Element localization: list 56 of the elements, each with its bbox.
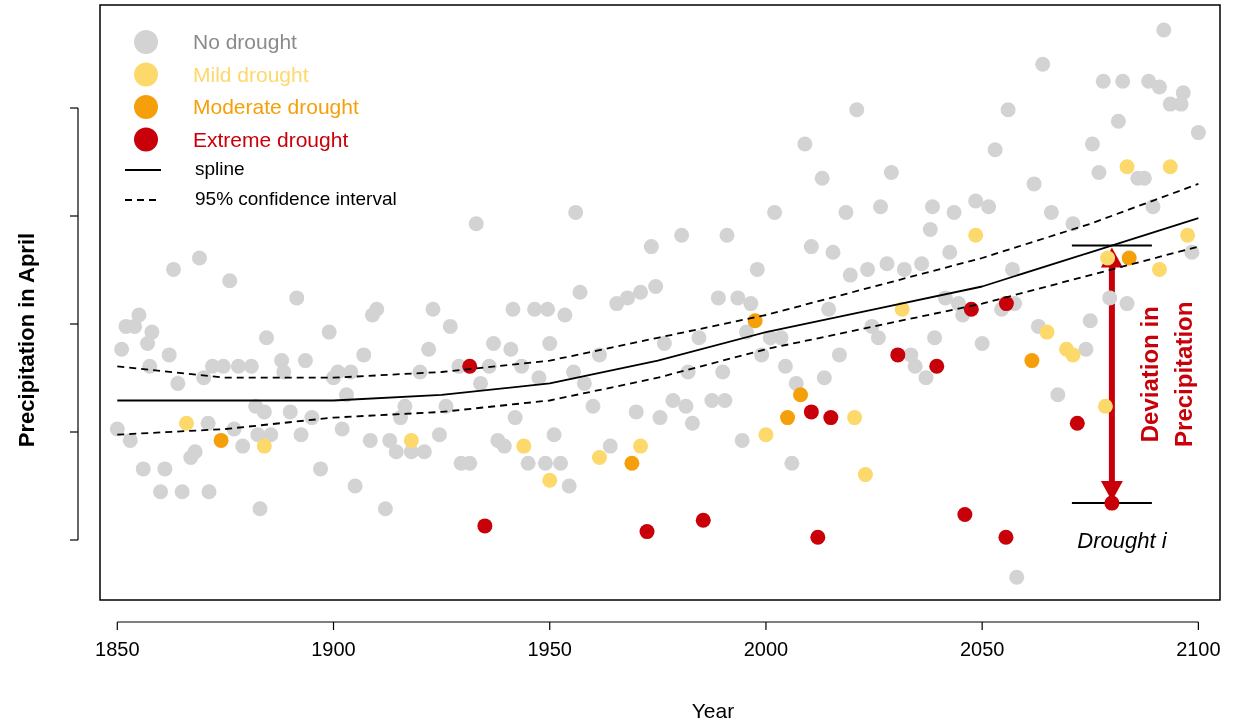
point (758, 427, 774, 443)
annotation: Deviation in Precipitation (1135, 301, 1197, 447)
point (1039, 324, 1055, 340)
point (1097, 398, 1113, 414)
point (929, 358, 945, 374)
point (1119, 159, 1135, 175)
point (213, 432, 229, 448)
point (1104, 495, 1120, 511)
point (847, 410, 863, 426)
point (1065, 347, 1081, 363)
point (178, 415, 194, 431)
point (403, 432, 419, 448)
point (639, 524, 655, 540)
point (462, 358, 478, 374)
point (998, 529, 1014, 545)
point (780, 410, 796, 426)
point (477, 518, 493, 534)
point (747, 313, 763, 329)
legend-label: Moderate drought (193, 95, 359, 118)
point (810, 529, 826, 545)
legend-label: Extreme drought (193, 127, 349, 151)
y-axis-title: Precipitation in April (14, 232, 39, 448)
point (998, 296, 1014, 312)
x-tick-label: 2100 (1176, 638, 1221, 660)
legend-label: 95% confidence interval (195, 188, 397, 209)
point (1151, 261, 1167, 277)
x-tick-label: 1950 (527, 638, 572, 660)
point (803, 404, 819, 420)
point (957, 507, 973, 522)
point (542, 472, 558, 488)
point (695, 512, 711, 528)
point (633, 438, 649, 454)
point (256, 438, 272, 454)
point (857, 467, 873, 483)
x-tick-label: 2000 (743, 638, 789, 660)
point (1024, 353, 1040, 369)
point (963, 301, 979, 317)
legend-label: No drought (193, 30, 298, 53)
point (624, 455, 640, 471)
legend-label: spline (195, 158, 245, 179)
point (793, 387, 809, 403)
x-tick-label: 2050 (959, 638, 1005, 660)
point (1069, 415, 1085, 431)
point (968, 227, 984, 243)
point (1121, 250, 1137, 266)
point (516, 438, 532, 454)
point (591, 450, 607, 465)
x-tick-label: 1900 (311, 638, 356, 660)
point (1180, 227, 1196, 243)
legend-label: Mild drought (193, 62, 309, 86)
x-axis-title: Year (691, 699, 735, 722)
point (890, 347, 906, 363)
point (1162, 159, 1178, 175)
annotation: Drought i (1077, 528, 1168, 554)
point (823, 410, 839, 426)
x-tick-label: 1850 (95, 638, 140, 660)
